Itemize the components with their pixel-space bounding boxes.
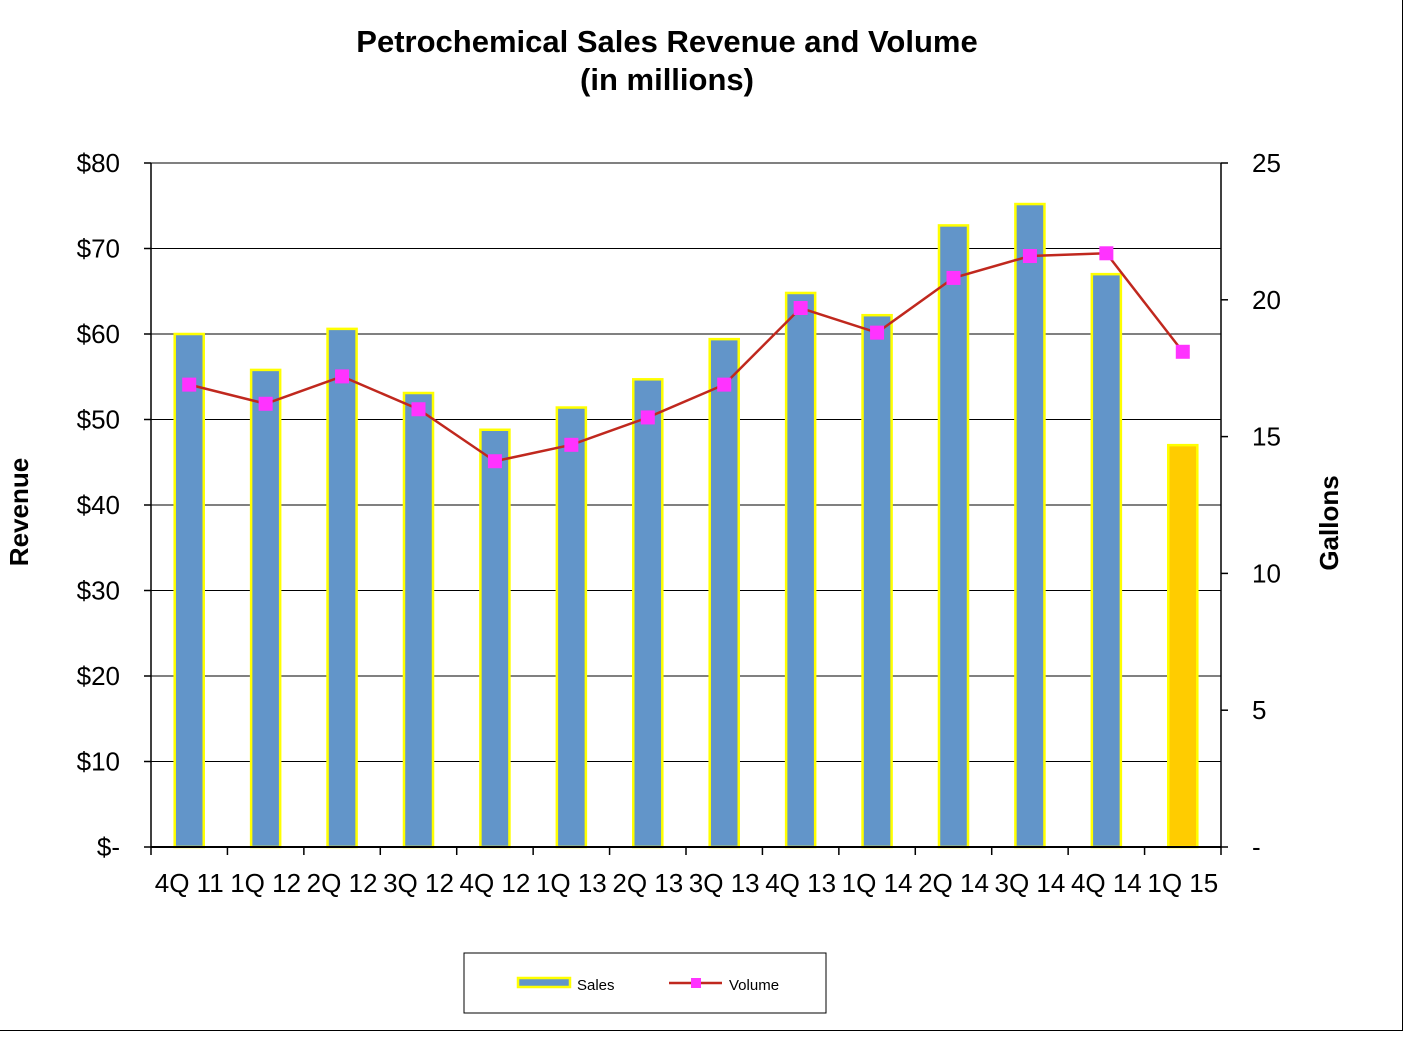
y-tick-label-5: $50 <box>77 405 120 435</box>
volume-marker-13 <box>1175 344 1190 359</box>
volume-marker-9 <box>870 325 885 340</box>
y2-tick-label-0: - <box>1252 832 1261 862</box>
y2-tick-label-4: 20 <box>1252 285 1281 315</box>
legend-swatch-sales <box>516 976 572 989</box>
x-tick-label-11: 3Q 14 <box>995 868 1066 898</box>
y-tick-label-6: $60 <box>77 319 120 349</box>
x-tick-label-1: 1Q 12 <box>230 868 301 898</box>
x-tick-label-7: 3Q 13 <box>689 868 760 898</box>
bar-sales-8 <box>784 291 817 849</box>
bar-sales-6 <box>632 378 664 849</box>
bar-sales-4 <box>479 428 511 849</box>
x-tick-label-4: 4Q 12 <box>460 868 531 898</box>
x-tick-label-13: 1Q 15 <box>1147 868 1218 898</box>
x-tick-label-9: 1Q 14 <box>842 868 913 898</box>
bar-sales-1 <box>249 368 282 849</box>
x-tick-label-8: 4Q 13 <box>765 868 836 898</box>
y-tick-label-8: $80 <box>77 148 120 178</box>
volume-marker-4 <box>487 454 502 469</box>
bar-sales-5 <box>555 406 588 849</box>
gridlines <box>151 162 1221 762</box>
volume-marker-11 <box>1022 249 1037 264</box>
y-tick-label-3: $30 <box>77 576 120 606</box>
y-tick-label-1: $10 <box>77 747 120 777</box>
y-tick-label-7: $70 <box>77 234 120 264</box>
chart-title-line-2: (in millions) <box>580 62 754 97</box>
volume-marker-5 <box>564 437 579 452</box>
y-tick-label-0: $- <box>97 832 120 862</box>
x-tick-label-2: 2Q 12 <box>307 868 378 898</box>
volume-line <box>188 252 1184 463</box>
y-tick-label-4: $40 <box>77 490 120 520</box>
bar-sales-9 <box>861 313 893 849</box>
bar-sales-11 <box>1014 202 1046 849</box>
volume-marker-8 <box>793 301 808 316</box>
legend-label-volume: Volume <box>729 977 779 994</box>
x-tick-label-3: 3Q 12 <box>383 868 454 898</box>
x-tick-label-5: 1Q 13 <box>536 868 607 898</box>
legend: Sales Volume <box>463 952 827 1014</box>
volume-marker-3 <box>411 402 426 417</box>
bar-sales-3 <box>402 391 435 849</box>
bar-sales-12 <box>1090 272 1123 849</box>
axes <box>144 162 1228 855</box>
y2-tick-label-2: 10 <box>1252 558 1281 588</box>
x-tick-label-0: 4Q 11 <box>155 868 224 898</box>
bar-sales-2 <box>326 327 358 849</box>
y-tick-label-2: $20 <box>77 661 120 691</box>
bar-sales-10 <box>937 224 970 849</box>
x-tick-label-6: 2Q 13 <box>612 868 683 898</box>
line-series-volume <box>182 246 1190 469</box>
x-tick-label-12: 4Q 14 <box>1071 868 1142 898</box>
volume-marker-1 <box>258 396 273 411</box>
bar-sales-0 <box>173 332 205 849</box>
volume-marker-0 <box>182 377 197 392</box>
y2-tick-label-5: 25 <box>1252 148 1281 178</box>
bar-sales-7 <box>708 337 740 849</box>
chart-frame <box>0 0 1403 1031</box>
bar-sales-13 <box>1167 443 1199 849</box>
y2-axis-title: Gallons <box>1314 475 1344 570</box>
volume-marker-12 <box>1099 246 1114 261</box>
chart-title-line-1: Petrochemical Sales Revenue and Volume <box>356 24 977 59</box>
tick-labels: $- $10 $20 $30 $40 $50 $60 $70 $80 - 5 10 15 20 25 4Q 1… <box>77 148 1281 898</box>
bar-series-sales <box>173 202 1199 849</box>
x-tick-label-10: 2Q 14 <box>918 868 989 898</box>
legend-marker-volume <box>691 978 701 988</box>
volume-marker-7 <box>717 377 732 392</box>
legend-label-sales: Sales <box>577 977 615 994</box>
volume-marker-6 <box>640 410 655 425</box>
y2-tick-label-3: 15 <box>1252 422 1281 452</box>
y2-tick-label-1: 5 <box>1252 695 1266 725</box>
volume-marker-2 <box>335 369 350 384</box>
y-axis-title: Revenue <box>4 458 34 566</box>
volume-marker-10 <box>946 270 961 285</box>
